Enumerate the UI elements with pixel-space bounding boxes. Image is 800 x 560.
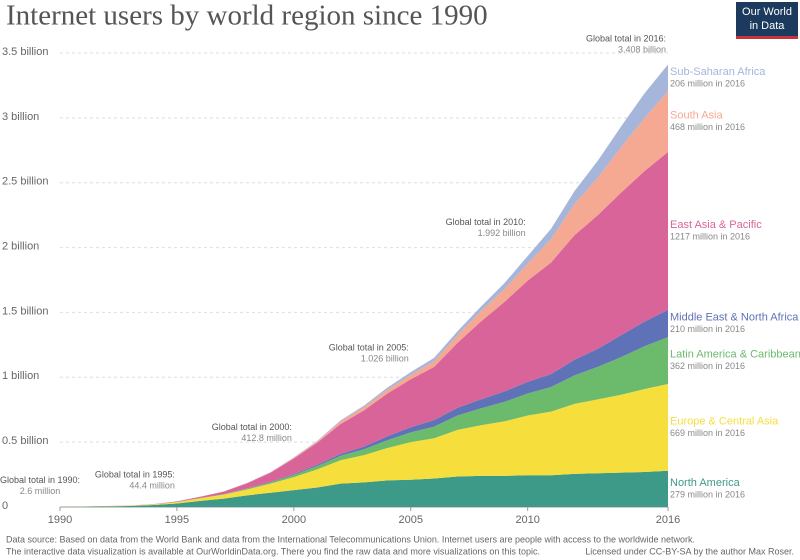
- annotation: Global total in 2005:: [329, 342, 409, 352]
- legend-label: Europe & Central Asia: [670, 415, 779, 427]
- annotation-value: 3.408 billion: [618, 44, 666, 54]
- y-tick-label: 0: [2, 500, 8, 512]
- area: [60, 384, 668, 507]
- logo-text: in Data: [750, 20, 786, 32]
- annotation: Global total in 1990:: [0, 475, 80, 485]
- legend-label: Middle East & North Africa: [670, 311, 799, 323]
- legend-detail: 362 million in 2016: [670, 361, 745, 371]
- source: Data source: Based on data from the Worl…: [6, 534, 695, 544]
- y-tick-label: 2 billion: [2, 240, 39, 252]
- annotation-value: 412.8 million: [241, 433, 292, 443]
- logo-box: [736, 2, 798, 38]
- legend-label: South Asia: [670, 110, 723, 122]
- legend-detail: 468 million in 2016: [670, 122, 745, 132]
- annotation-value: 1.026 billion: [361, 353, 409, 363]
- legend-detail: 210 million in 2016: [670, 324, 745, 334]
- logo-text: Our World: [742, 6, 792, 18]
- y-tick-label: 1 billion: [2, 370, 39, 382]
- annotation: Global total in 2016:: [586, 33, 666, 43]
- license: Licensed under CC-BY-SA by the author Ma…: [585, 546, 794, 556]
- x-tick-label: 2016: [656, 514, 680, 526]
- x-tick-label: 2000: [282, 514, 306, 526]
- area: [60, 151, 668, 507]
- y-tick-label: 1.5 billion: [2, 305, 48, 317]
- legend-label: Latin America & Caribbean: [670, 348, 800, 360]
- legend-label: East Asia & Pacific: [670, 219, 762, 231]
- legend-detail: 206 million in 2016: [670, 78, 745, 88]
- note: The interactive data visualization is av…: [6, 546, 540, 556]
- annotation: Global total in 2000:: [212, 422, 292, 432]
- y-tick-label: 0.5 billion: [2, 435, 48, 447]
- annotation-value: 1.992 billion: [478, 228, 526, 238]
- legend-detail: 279 million in 2016: [670, 489, 745, 499]
- x-tick-label: 2005: [399, 514, 423, 526]
- y-tick-label: 3 billion: [2, 111, 39, 123]
- legend-label: Sub-Saharan Africa: [670, 66, 766, 78]
- x-tick-label: 1995: [165, 514, 189, 526]
- legend-label: North America: [670, 477, 741, 489]
- legend-detail: 669 million in 2016: [670, 428, 745, 438]
- x-tick-label: 1990: [48, 514, 72, 526]
- annotation-value: 44.4 million: [129, 481, 175, 491]
- chart-title: Internet users by world region since 199…: [6, 0, 488, 32]
- x-tick-label: 2010: [515, 514, 539, 526]
- annotation: Global total in 1995:: [95, 470, 175, 480]
- logo-bar: [736, 36, 798, 39]
- areas: [60, 64, 668, 507]
- y-tick-label: 3.5 billion: [2, 46, 48, 58]
- area: [60, 470, 668, 507]
- annotation-value: 2.6 million: [20, 486, 61, 496]
- legend-detail: 1217 million in 2016: [670, 231, 750, 241]
- y-tick-label: 2.5 billion: [2, 176, 48, 188]
- annotation: Global total in 2010:: [446, 217, 526, 227]
